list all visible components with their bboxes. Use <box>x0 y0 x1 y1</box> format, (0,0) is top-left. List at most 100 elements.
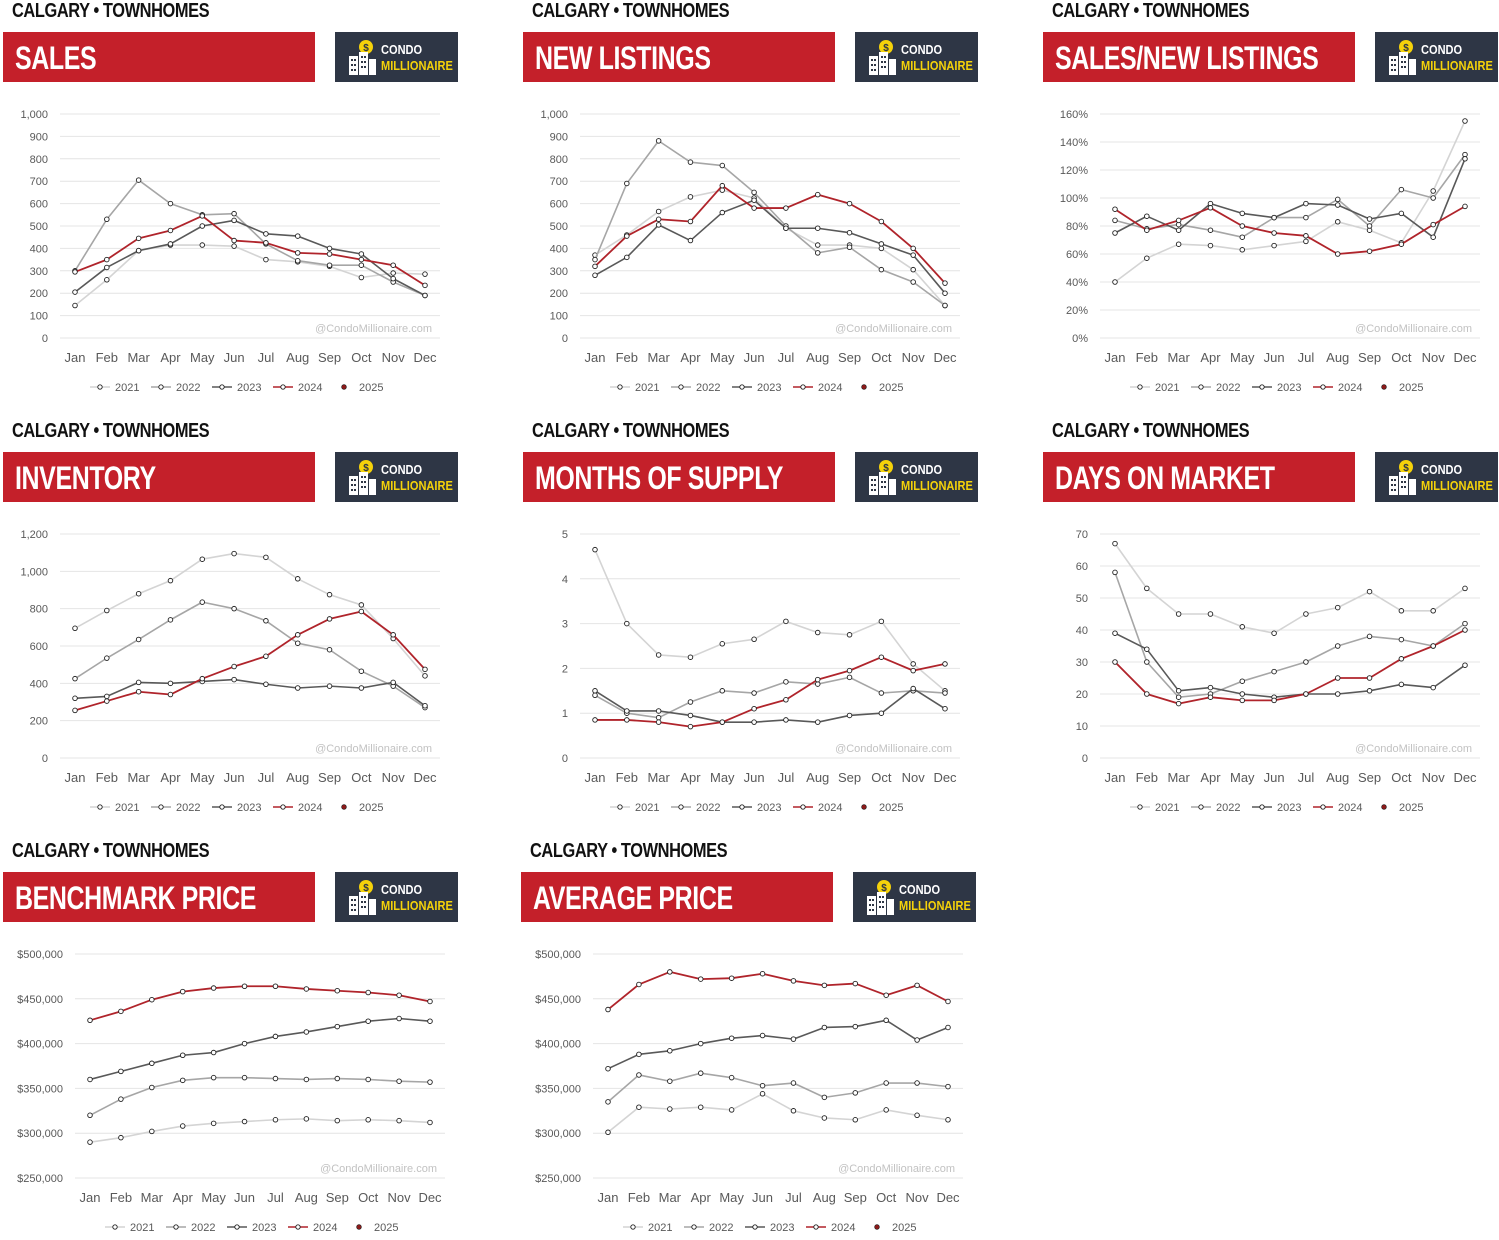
data-point-2024 <box>104 698 110 704</box>
line-chart: $250,000 $300,000 $350,000 $400,000 $450,000… <box>535 949 963 1234</box>
y-tick-label: 1,000 <box>20 566 48 578</box>
data-point-2023 <box>636 1051 642 1058</box>
data-point-2024 <box>1112 659 1118 665</box>
data-point-2022 <box>751 189 757 196</box>
y-tick-label: 100 <box>30 311 48 323</box>
brand-line1: CONDO <box>381 882 423 897</box>
y-tick-label: 20% <box>1066 305 1088 317</box>
data-point-2023 <box>846 229 853 236</box>
series-line-2021 <box>89 1118 431 1143</box>
legend-swatch-marker <box>739 804 745 810</box>
data-point-2023 <box>104 264 110 271</box>
data-point-2023 <box>883 1017 889 1024</box>
x-tick-label: Dec <box>933 350 957 365</box>
data-point-2024 <box>272 983 279 990</box>
x-tick-label: Sep <box>318 770 341 785</box>
x-tick-label: Apr <box>680 350 701 365</box>
watermark: @CondoMillionaire.com <box>1355 323 1472 335</box>
legend-swatch-marker <box>1198 804 1204 810</box>
data-point-2023 <box>605 1065 611 1072</box>
city-label: CALGARY • TOWNHOMES <box>532 420 730 442</box>
y-tick-label: 3 <box>562 619 568 631</box>
data-point-2022 <box>852 1090 859 1096</box>
x-tick-label: Jan <box>65 350 86 365</box>
data-point-2023 <box>135 247 142 254</box>
data-point-2023 <box>358 251 365 257</box>
data-point-2021 <box>592 546 598 553</box>
data-point-2021 <box>1239 247 1246 253</box>
data-point-2023 <box>1207 684 1214 691</box>
data-point-2024 <box>167 691 174 698</box>
data-point-2021 <box>365 1117 371 1123</box>
x-tick-label: Dec <box>413 350 437 365</box>
legend-swatch-marker <box>341 384 347 390</box>
data-point-2022 <box>167 617 174 623</box>
data-point-2021 <box>104 277 110 283</box>
data-point-2021 <box>910 266 916 273</box>
x-tick-label: Aug <box>806 770 829 785</box>
data-point-2022 <box>719 688 726 694</box>
y-tick-label: 160% <box>1060 109 1088 121</box>
chart-title: DAYS ON MARKET <box>1055 460 1275 496</box>
data-point-2024 <box>878 218 885 225</box>
data-point-2023 <box>1430 684 1436 691</box>
series-line-2024 <box>1114 205 1466 255</box>
x-tick-label: Nov <box>382 350 406 365</box>
data-point-2023 <box>592 272 598 279</box>
data-point-2021 <box>814 629 821 636</box>
x-tick-label: May <box>190 350 215 365</box>
data-point-2023 <box>1462 662 1468 668</box>
data-point-2023 <box>1430 234 1436 240</box>
data-point-2021 <box>272 1117 279 1123</box>
y-tick-label: 700 <box>550 176 568 188</box>
data-point-2022 <box>326 646 333 653</box>
data-point-2022 <box>945 1083 951 1090</box>
data-point-2024 <box>1175 700 1182 707</box>
y-tick-label: 40 <box>1076 625 1088 637</box>
data-point-2021 <box>751 636 757 643</box>
data-point-2021 <box>303 1116 310 1122</box>
data-point-2021 <box>878 245 885 252</box>
data-point-2022 <box>1334 643 1341 649</box>
series-line-2024 <box>594 184 946 284</box>
legend-swatch-marker <box>617 804 623 810</box>
data-point-2024 <box>1462 203 1468 210</box>
x-tick-label: Feb <box>96 350 118 365</box>
brand-line2: MILLIONAIRE <box>901 58 973 73</box>
data-point-2024 <box>294 632 301 638</box>
data-point-2021 <box>655 652 662 658</box>
svg-text:$: $ <box>881 883 887 894</box>
building-dollar-icon: $ <box>349 460 376 495</box>
data-point-2022 <box>910 279 916 285</box>
data-point-2023 <box>365 1018 371 1024</box>
data-point-2022 <box>592 256 598 263</box>
data-point-2024 <box>1303 691 1309 697</box>
y-tick-label: $250,000 <box>17 1173 63 1185</box>
data-point-2023 <box>1398 681 1405 688</box>
data-point-2024 <box>728 975 735 981</box>
line-chart: 0 100 200 300 400 500 600 700 800 900 1,000 Jan Feb M… <box>540 109 960 394</box>
x-tick-label: Apr <box>160 350 181 365</box>
data-point-2022 <box>365 1076 371 1083</box>
data-point-2024 <box>1144 227 1150 233</box>
x-tick-label: Sep <box>838 770 861 785</box>
x-tick-label: May <box>1230 350 1255 365</box>
data-point-2021 <box>636 1104 642 1110</box>
brand-line2: MILLIONAIRE <box>899 898 971 913</box>
data-point-2022 <box>846 674 853 681</box>
y-tick-label: 120% <box>1060 165 1088 177</box>
data-point-2024 <box>655 216 662 223</box>
data-point-2021 <box>697 1104 704 1110</box>
data-point-2024 <box>167 227 174 234</box>
data-point-2023 <box>1144 646 1150 652</box>
x-tick-label: Nov <box>388 1190 412 1205</box>
legend-label: 2022 <box>696 382 720 394</box>
data-point-2023 <box>942 705 948 712</box>
data-point-2024 <box>814 676 821 683</box>
new-listings-panel: CALGARY • TOWNHOMES NEW LISTINGS $ CONDO MIL… <box>520 0 990 400</box>
data-point-2024 <box>914 982 920 989</box>
data-point-2021 <box>605 1129 611 1136</box>
series-line-2021 <box>74 552 426 677</box>
legend-swatch-marker <box>1137 804 1143 810</box>
x-tick-label: Mar <box>647 770 670 785</box>
